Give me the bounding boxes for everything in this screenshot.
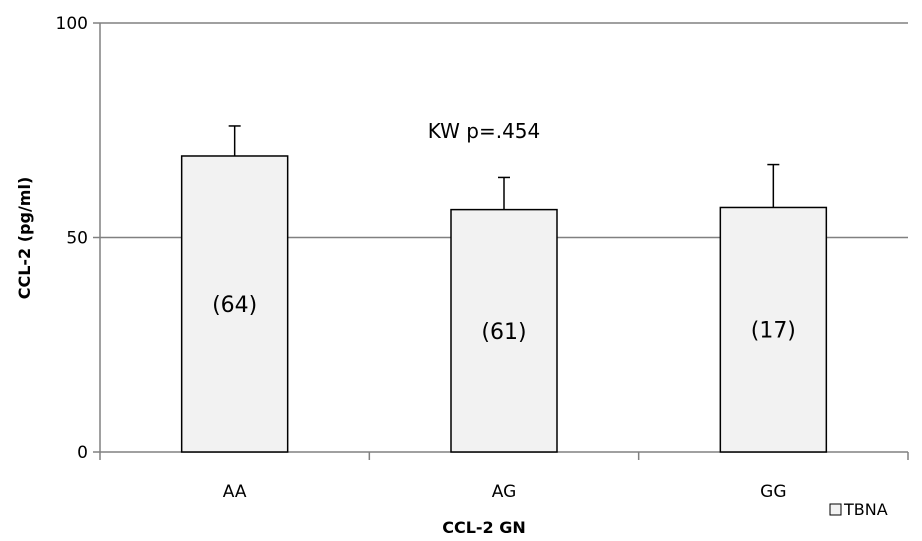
y-axis-title: CCL-2 (pg/ml) (15, 177, 34, 300)
y-tick-label: 50 (66, 229, 88, 249)
data-label-aa: (64) (212, 293, 257, 318)
legend: TBNA (829, 500, 888, 519)
bar-ag (450, 208, 558, 453)
data-label-gg: (17) (751, 319, 796, 344)
legend-swatch (829, 503, 842, 516)
x-axis-title: CCL-2 GN (442, 518, 526, 537)
error-bars (228, 125, 780, 210)
y-tick-label: 100 (56, 14, 88, 34)
category-label-aa: AA (223, 482, 247, 502)
bar-gg (719, 206, 828, 453)
data-labels: (64) (61) (17) (212, 293, 796, 345)
category-label-ag: AG (492, 482, 517, 502)
kw-annotation: KW p=.454 (428, 119, 541, 143)
x-ticks (99, 452, 909, 460)
category-label-gg: GG (760, 482, 786, 502)
bar-aa (180, 155, 289, 453)
category-labels: AA AG GG (223, 482, 787, 502)
legend-label: TBNA (843, 500, 888, 519)
data-label-ag: (61) (481, 320, 526, 345)
y-ticks: 0 50 100 (56, 14, 100, 463)
bars (180, 155, 828, 453)
y-tick-label: 0 (77, 443, 88, 463)
